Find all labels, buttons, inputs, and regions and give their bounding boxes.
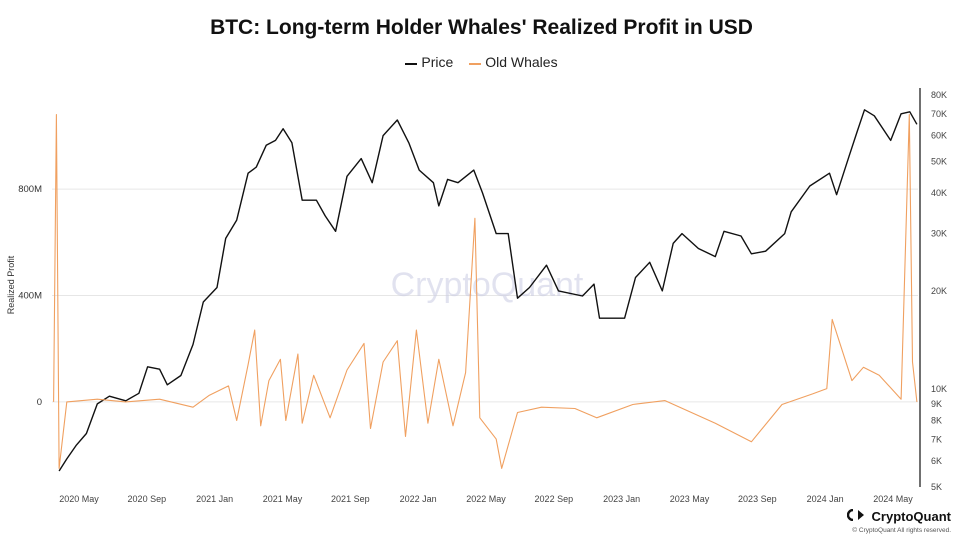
x-axis-tick-label: 2023 May <box>670 494 710 504</box>
x-axis-tick-label: 2021 Jan <box>196 494 233 504</box>
y-axis-label: Realized Profit <box>6 255 16 314</box>
right-axis-tick-label: 80K <box>931 90 947 100</box>
x-axis-tick-label: 2020 May <box>59 494 99 504</box>
price-series-line <box>58 109 918 472</box>
legend-label-old-whales: Old Whales <box>485 54 558 71</box>
x-axis-tick-label: 2021 May <box>263 494 303 504</box>
x-axis-tick-label: 2021 Sep <box>331 494 370 504</box>
x-axis-tick-label: 2024 May <box>873 494 913 504</box>
right-axis-tick-label: 20K <box>931 286 947 296</box>
right-axis-tick-label: 8K <box>931 416 942 426</box>
right-axis-tick-label: 7K <box>931 434 942 444</box>
chart-title: BTC: Long-term Holder Whales' Realized P… <box>210 16 753 39</box>
cryptoquant-logo-icon <box>846 508 869 526</box>
legend-swatch-old-whales <box>469 62 482 65</box>
right-axis-tick-label: 9K <box>931 399 942 409</box>
legend-item-old-whales[interactable]: Old Whales <box>469 54 558 71</box>
x-axis-tick-label: 2022 Sep <box>535 494 574 504</box>
series-layer <box>53 109 918 472</box>
brand-copyright: © CryptoQuant All rights reserved. <box>852 527 951 535</box>
brand-block: CryptoQuant © CryptoQuant All rights res… <box>846 508 951 535</box>
right-axis-tick-label: 70K <box>931 109 947 119</box>
right-axis-tick-label: 10K <box>931 384 947 394</box>
grid-layer <box>52 188 918 403</box>
watermark-text: CryptoQuant <box>391 266 584 304</box>
axis-layer: 0 400M 800M 5K 6K 7K 8K 9K 10K 20K 30K 40K 50K 60K 70K… <box>18 88 947 504</box>
legend-item-price[interactable]: Price <box>405 54 453 70</box>
right-axis-tick-label: 50K <box>931 156 947 166</box>
x-axis-tick-label: 2022 Jan <box>400 494 437 504</box>
left-axis-tick-label: 800M <box>18 184 42 195</box>
legend-swatch-price <box>405 62 418 65</box>
x-axis-tick-label: 2024 Jan <box>807 494 844 504</box>
left-axis-tick-label: 0 <box>37 397 42 408</box>
x-axis-tick-label: 2023 Sep <box>738 494 777 504</box>
left-axis-tick-label: 400M <box>18 290 42 301</box>
right-axis-tick-label: 40K <box>931 188 947 198</box>
x-axis-tick-label: 2020 Sep <box>128 494 167 504</box>
right-axis-tick-label: 6K <box>931 456 942 466</box>
chart-legend: Price Old Whales <box>0 53 963 70</box>
right-axis-tick-label: 5K <box>931 482 942 492</box>
brand-name: CryptoQuant <box>871 509 951 525</box>
old-whales-series-line <box>53 114 918 469</box>
x-axis-tick-label: 2023 Jan <box>603 494 640 504</box>
right-axis-tick-label: 60K <box>931 131 947 141</box>
x-axis-tick-label: 2022 May <box>466 494 506 504</box>
right-axis-tick-label: 30K <box>931 229 947 239</box>
legend-label-price: Price <box>421 54 454 71</box>
